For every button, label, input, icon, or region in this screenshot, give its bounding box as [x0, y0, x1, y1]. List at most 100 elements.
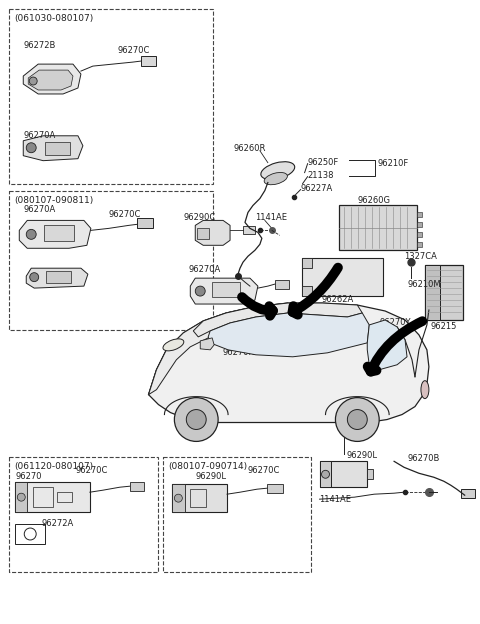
Text: (061120-080107): (061120-080107) [14, 462, 94, 471]
Bar [15, 482, 27, 512]
Bar [320, 461, 367, 487]
Polygon shape [23, 64, 81, 94]
Text: 96290L: 96290L [195, 472, 226, 481]
Polygon shape [148, 303, 293, 394]
Text: (080107-090714): (080107-090714) [168, 462, 248, 471]
Text: (080107-090811): (080107-090811) [14, 195, 94, 205]
Polygon shape [190, 278, 258, 304]
Text: 96250F: 96250F [308, 158, 339, 167]
Ellipse shape [261, 162, 295, 180]
Text: 21138: 21138 [308, 170, 334, 180]
Bar [137, 218, 153, 228]
Text: 96290L: 96290L [347, 451, 377, 461]
Text: 96270C: 96270C [248, 466, 280, 475]
Text: 96272B: 96272B [23, 41, 56, 50]
Bar [197, 228, 209, 240]
Text: 96270C: 96270C [76, 466, 108, 475]
Circle shape [26, 143, 36, 153]
Bar [243, 227, 255, 235]
Polygon shape [200, 338, 214, 350]
Bar [425, 265, 440, 320]
Bar [267, 484, 283, 493]
Polygon shape [23, 136, 83, 160]
Bar [44, 225, 74, 241]
Text: 96220: 96220 [222, 315, 249, 324]
Polygon shape [208, 313, 369, 357]
Text: 96210F: 96210F [377, 158, 408, 168]
Bar [417, 212, 422, 217]
Text: (061030-080107): (061030-080107) [14, 14, 94, 23]
Bar [208, 343, 300, 414]
Bar [172, 484, 227, 512]
Bar [46, 271, 71, 283]
Circle shape [26, 230, 36, 240]
Bar [9, 9, 213, 183]
Text: 1327CA: 1327CA [404, 252, 437, 261]
Polygon shape [26, 268, 88, 288]
Bar [417, 222, 422, 227]
Bar [9, 190, 213, 330]
Bar [212, 282, 240, 297]
Circle shape [348, 409, 367, 429]
Bar [339, 205, 417, 250]
Text: 96270N: 96270N [222, 348, 255, 357]
Circle shape [174, 397, 218, 441]
Bar [301, 286, 312, 296]
Circle shape [195, 286, 205, 296]
Text: 96260R: 96260R [233, 144, 265, 153]
Polygon shape [19, 220, 91, 248]
Text: 96270B: 96270B [407, 454, 439, 464]
Circle shape [336, 397, 379, 441]
Ellipse shape [421, 381, 429, 399]
Bar [461, 489, 475, 498]
Bar [417, 232, 422, 237]
Circle shape [322, 470, 329, 478]
Bar [367, 469, 373, 479]
Text: 96270Y: 96270Y [379, 318, 411, 327]
Circle shape [29, 77, 37, 85]
Text: 96290C: 96290C [183, 213, 216, 222]
Text: 96270C: 96270C [109, 210, 141, 220]
Text: 1141AE: 1141AE [320, 495, 351, 504]
Bar [425, 265, 463, 320]
Text: 96260G: 96260G [357, 195, 390, 205]
Bar [301, 258, 383, 296]
Polygon shape [28, 70, 73, 90]
Bar [15, 524, 45, 544]
Bar [141, 56, 156, 66]
Text: 96272A: 96272A [41, 519, 73, 528]
Bar [336, 375, 351, 381]
Bar [9, 457, 158, 572]
Text: 96220B: 96220B [222, 338, 254, 347]
Text: 96270C: 96270C [118, 46, 150, 55]
Bar [15, 482, 90, 512]
Bar [320, 461, 332, 487]
Polygon shape [195, 220, 230, 245]
Text: 1141AE: 1141AE [255, 213, 287, 222]
Bar [190, 489, 206, 507]
Circle shape [30, 273, 39, 281]
Ellipse shape [163, 339, 184, 351]
Circle shape [174, 494, 182, 502]
Bar [275, 280, 288, 289]
Circle shape [17, 493, 25, 501]
Bar [253, 373, 271, 379]
Text: 96270A: 96270A [23, 205, 56, 215]
Text: 96270X: 96270X [222, 325, 254, 334]
Bar [301, 258, 312, 268]
Text: 96270A: 96270A [188, 265, 220, 274]
Text: 96227A: 96227A [300, 183, 333, 193]
Bar [33, 487, 53, 507]
Bar [417, 242, 422, 247]
Text: 96262A: 96262A [322, 295, 354, 304]
Circle shape [186, 409, 206, 429]
Bar [302, 347, 377, 414]
Bar [130, 482, 144, 491]
Text: 96270A: 96270A [23, 131, 56, 140]
Bar [45, 142, 70, 155]
Text: 96215: 96215 [431, 322, 457, 331]
Polygon shape [193, 303, 362, 337]
Ellipse shape [264, 172, 288, 185]
Polygon shape [148, 303, 429, 422]
Text: 96210M: 96210M [407, 280, 441, 289]
